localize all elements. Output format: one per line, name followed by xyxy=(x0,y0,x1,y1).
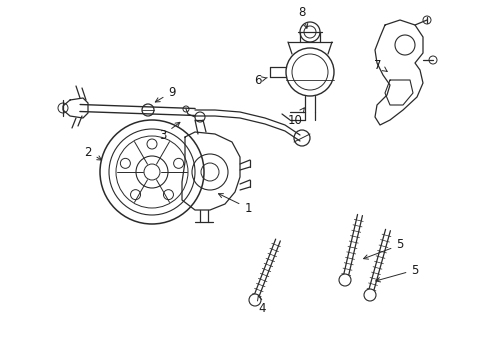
Text: 5: 5 xyxy=(363,239,403,259)
Text: 10: 10 xyxy=(287,108,304,126)
Text: 7: 7 xyxy=(373,59,386,72)
Text: 5: 5 xyxy=(375,264,418,282)
Text: 1: 1 xyxy=(218,194,251,215)
Circle shape xyxy=(248,294,261,306)
Text: 6: 6 xyxy=(254,73,266,86)
Text: 2: 2 xyxy=(84,145,102,160)
Text: 3: 3 xyxy=(159,122,180,141)
Text: 4: 4 xyxy=(257,296,265,315)
Text: 8: 8 xyxy=(298,5,307,28)
Text: 9: 9 xyxy=(155,86,175,102)
Circle shape xyxy=(363,289,375,301)
Circle shape xyxy=(338,274,350,286)
